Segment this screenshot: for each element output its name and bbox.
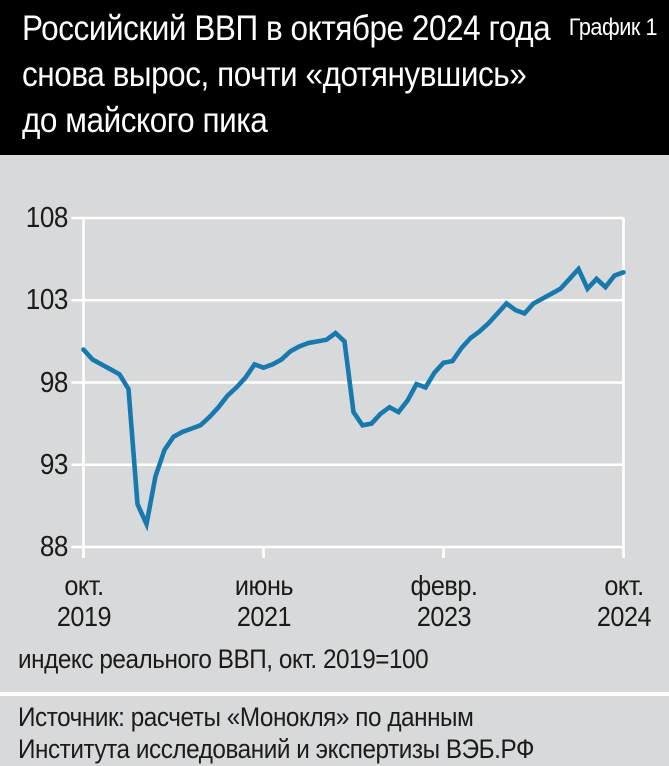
y-tick-label-108: 108 bbox=[25, 202, 69, 234]
y-tick-label-103: 103 bbox=[25, 284, 69, 317]
y-tick-label-88: 88 bbox=[39, 531, 69, 563]
footer-divider bbox=[0, 692, 669, 696]
x-tick-label-2021: июнь 2021 bbox=[210, 570, 318, 632]
x-tick-year: 2021 bbox=[236, 601, 291, 632]
x-tick-label-2024: окт. 2024 bbox=[570, 570, 669, 632]
x-tick-month: июнь bbox=[234, 570, 293, 601]
source-note: Источник: расчеты «Монокля» по данным Ин… bbox=[18, 702, 534, 764]
x-tick-label-2019: окт. 2019 bbox=[30, 570, 138, 632]
y-tick-label-98: 98 bbox=[39, 366, 69, 399]
chart-header: Российский ВВП в октябре 2024 года снова… bbox=[0, 0, 669, 155]
x-tick-year: 2024 bbox=[596, 601, 651, 632]
x-tick-year: 2023 bbox=[416, 601, 471, 632]
figure-number-label: График 1 bbox=[568, 14, 658, 41]
x-tick-label-2023: февр. 2023 bbox=[390, 570, 498, 632]
x-tick-year: 2019 bbox=[56, 601, 111, 632]
x-tick-month: окт. bbox=[63, 570, 104, 601]
x-tick-month: февр. bbox=[410, 570, 477, 601]
gdp-index-line bbox=[81, 264, 626, 532]
x-tick-month: окт. bbox=[603, 570, 644, 601]
chart-title: Российский ВВП в октябре 2024 года снова… bbox=[22, 9, 551, 140]
y-tick-label-93: 93 bbox=[39, 448, 69, 481]
axis-unit-caption: индекс реального ВВП, окт. 2019=100 bbox=[18, 644, 429, 674]
